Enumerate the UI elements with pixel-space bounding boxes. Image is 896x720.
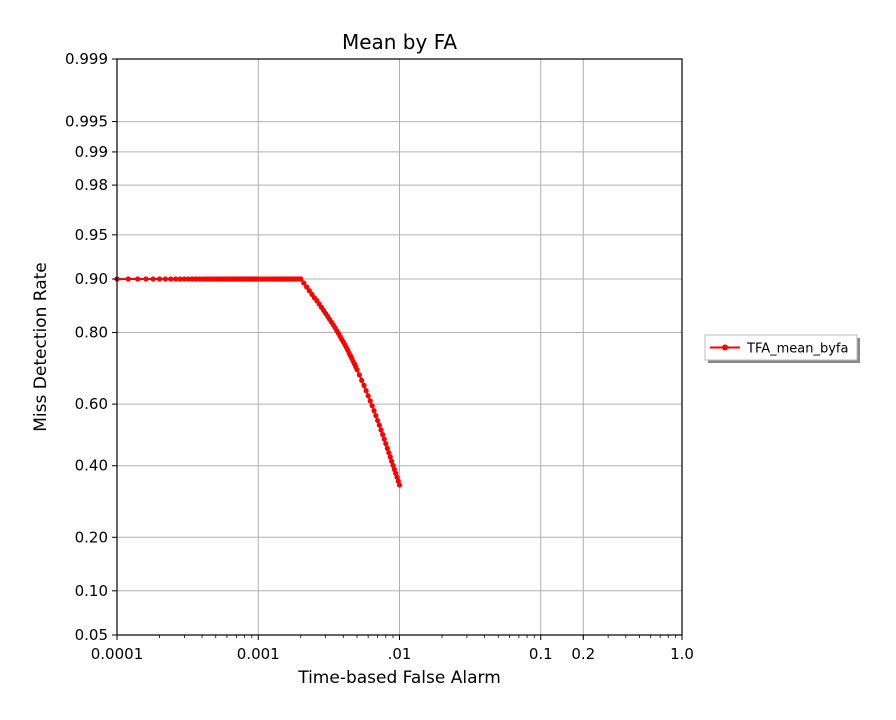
series-point	[384, 445, 390, 451]
x-tick-label: 1.0	[670, 645, 694, 663]
series-point	[396, 482, 403, 488]
grid-lines	[116, 58, 683, 636]
series-point	[373, 413, 379, 419]
series-point	[181, 276, 187, 282]
y-tick-label: 0.40	[75, 457, 108, 475]
legend-label: TFA_mean_byfa	[746, 342, 848, 357]
series-point	[389, 458, 395, 464]
chart-title: Mean by FA	[342, 30, 457, 54]
x-axis-ticks: 0.0001 0.001 .01 0.1 0.2 1.0	[91, 635, 694, 663]
series-point	[394, 474, 400, 480]
series-point	[185, 276, 191, 282]
legend-swatch-marker	[722, 344, 728, 351]
x-tick-label: 0.1	[529, 645, 553, 663]
series-point	[369, 403, 375, 409]
y-tick-label: 0.995	[65, 113, 108, 131]
legend: TFA_mean_byfa	[704, 334, 860, 363]
y-tick-label: 0.05	[75, 626, 108, 644]
series-point	[395, 478, 401, 484]
y-tick-label: 0.999	[65, 50, 108, 68]
y-tick-label: 0.98	[75, 176, 108, 194]
series-point	[363, 388, 369, 394]
series-point	[156, 276, 163, 282]
x-tick-label: .01	[388, 645, 412, 663]
series-point	[390, 462, 396, 469]
y-tick-label: 0.99	[75, 143, 108, 161]
series-point	[371, 408, 377, 414]
y-tick-label: 0.90	[75, 270, 108, 288]
series-point	[143, 276, 149, 282]
series-point	[150, 276, 156, 282]
minor-ticks	[159, 635, 676, 638]
y-tick-label: 0.80	[75, 324, 108, 342]
series-point	[387, 454, 393, 460]
y-axis-ticks: 0.05 0.10 0.20 0.40 0.60 0.80 0.90 0.95 0.98 0.99…	[65, 50, 117, 644]
series-point	[376, 422, 382, 428]
series-point	[383, 441, 389, 447]
series-point	[301, 280, 307, 286]
y-tick-label: 0.10	[75, 582, 108, 600]
series-point	[135, 276, 141, 282]
series-point	[359, 377, 365, 383]
series-point	[381, 436, 387, 442]
series-point	[375, 417, 381, 424]
series-point	[298, 276, 304, 282]
series-layer	[114, 276, 403, 488]
series-point	[168, 276, 174, 282]
x-tick-label: 0.2	[571, 645, 595, 663]
series-point	[380, 432, 386, 438]
series-point	[367, 398, 373, 404]
y-tick-label: 0.95	[75, 226, 108, 244]
series-point	[378, 427, 384, 433]
x-tick-label: 0.0001	[91, 645, 144, 663]
x-tick-label: 0.001	[237, 645, 280, 663]
series-point	[304, 284, 310, 290]
y-tick-label: 0.60	[75, 395, 108, 413]
series-point	[386, 450, 392, 456]
series-point	[306, 288, 312, 294]
series-point	[354, 367, 360, 373]
x-axis-title: Time-based False Alarm	[297, 668, 501, 688]
series-point	[162, 276, 168, 282]
y-axis-title: Miss Detection Rate	[31, 262, 51, 431]
series-point	[361, 382, 367, 389]
series-point	[125, 276, 131, 282]
series-point	[173, 276, 179, 282]
y-tick-label: 0.20	[75, 528, 108, 546]
series-point	[177, 276, 183, 282]
series-point	[356, 372, 362, 378]
series-point	[365, 393, 371, 399]
